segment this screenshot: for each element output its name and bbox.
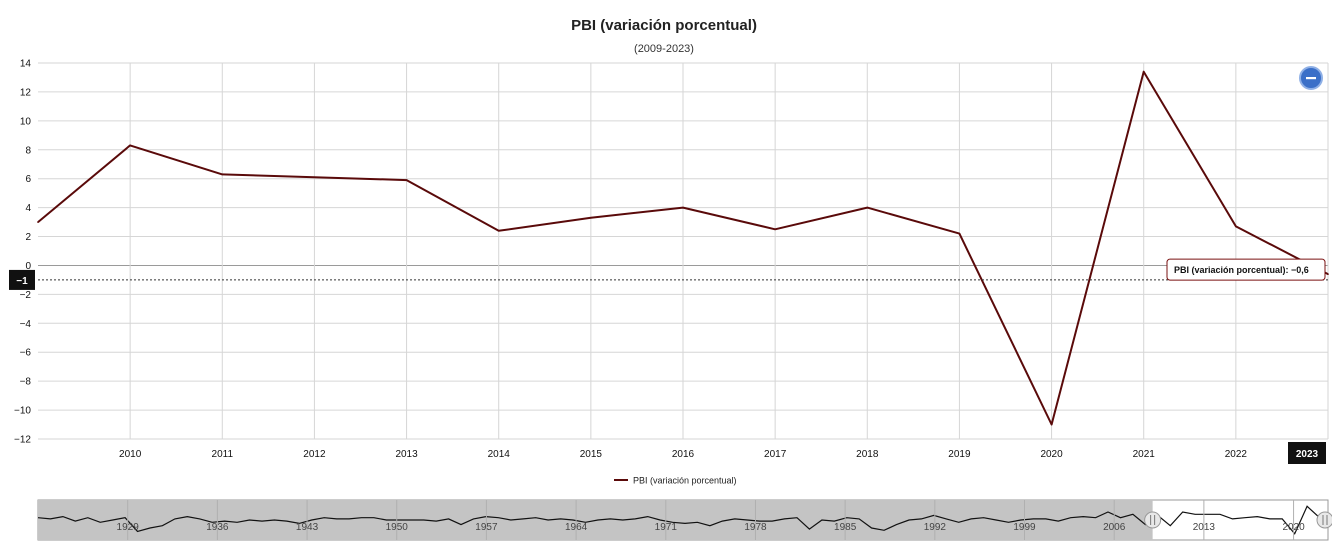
x-tick-label: 2021 [1133, 449, 1156, 460]
data-point [1142, 70, 1145, 73]
x-axis: 2010 2011 2012 2013 2014 2015 2016 2017 2018 2019… [119, 449, 1247, 460]
crosshair-x-label: 2023 [1296, 449, 1319, 460]
navigator-tick-label: 2006 [1103, 522, 1126, 533]
grid [38, 62, 1329, 440]
data-point [37, 221, 39, 223]
crosshair-y-label: −1 [16, 276, 28, 287]
tooltip: PBI (variación porcentual): −0,6 [1166, 258, 1326, 281]
navigator-tick-label: 1936 [206, 522, 229, 533]
minus-circle-icon [1306, 77, 1316, 80]
x-tick-label: 2020 [1040, 449, 1063, 460]
navigator-series [37, 505, 1332, 535]
x-tick-label: 2019 [948, 449, 971, 460]
navigator[interactable]: 1929 1936 1943 1950 1957 1964 1971 1978 1985 1992… [37, 499, 1332, 541]
data-point [405, 179, 408, 181]
navigator-tick-label: 1978 [744, 522, 767, 533]
crosshair-x-badge: 2023 [1288, 442, 1326, 464]
x-tick-label: 2015 [580, 449, 603, 460]
y-tick-label: 4 [25, 203, 31, 214]
data-point [129, 144, 131, 147]
navigator-tick-label: 1957 [475, 522, 498, 533]
y-axis: 14 12 10 8 6 4 2 0 −2 −4 −6 −8 −10 −12 [14, 59, 31, 446]
chart-title: PBI (variación porcentual) [571, 17, 757, 34]
navigator-tick-label: 1985 [834, 522, 857, 533]
y-tick-label: −10 [14, 406, 31, 417]
navigator-tick-label: 1950 [386, 522, 409, 533]
x-tick-label: 2010 [119, 449, 142, 460]
series-layer [37, 70, 1329, 426]
handle-knob [1316, 511, 1332, 529]
zoom-out-button[interactable] [1299, 66, 1323, 90]
data-point [682, 206, 684, 209]
y-tick-label: −6 [20, 348, 32, 359]
y-tick-label: 6 [25, 174, 31, 185]
x-tick-label: 2014 [488, 449, 511, 460]
navigator-tick-label: 1971 [655, 522, 678, 533]
data-point [590, 216, 592, 219]
legend-label: PBI (variación porcentual) [633, 476, 737, 486]
x-tick-label: 2011 [212, 449, 234, 460]
data-point [1327, 273, 1329, 275]
legend[interactable]: PBI (variación porcentual) [614, 476, 737, 486]
data-point [1235, 225, 1237, 228]
navigator-handle-right[interactable] [1316, 511, 1332, 529]
y-tick-label: −8 [20, 377, 32, 388]
y-tick-label: −4 [20, 319, 32, 330]
y-tick-label: 10 [20, 116, 32, 127]
chart-subtitle: (2009-2023) [634, 43, 694, 55]
navigator-tick-label: 1964 [565, 522, 588, 533]
navigator-tick-label: 1929 [117, 522, 140, 533]
y-tick-label: 12 [20, 87, 32, 98]
navigator-tick-label: 2020 [1282, 522, 1305, 533]
y-tick-label: 0 [25, 261, 31, 272]
y-tick-label: 14 [20, 59, 32, 70]
data-point [774, 228, 776, 231]
navigator-tick-label: 1992 [924, 522, 947, 533]
navigator-tick-label: 1943 [296, 522, 319, 533]
navigator-handle-left[interactable] [1144, 511, 1162, 529]
y-tick-label: −12 [14, 435, 31, 446]
data-point [1050, 423, 1053, 426]
y-tick-label: 8 [25, 145, 31, 156]
data-point [958, 232, 961, 235]
y-tick-label: 2 [25, 232, 31, 243]
data-point [866, 206, 869, 209]
y-tick-label: −2 [20, 290, 32, 301]
x-tick-label: 2018 [856, 449, 879, 460]
data-point [221, 173, 224, 176]
x-tick-label: 2016 [672, 449, 695, 460]
crosshair-y-badge: −1 [9, 269, 35, 290]
x-tick-label: 2012 [303, 449, 326, 460]
x-tick-label: 2013 [395, 449, 418, 460]
handle-knob [1144, 511, 1162, 529]
navigator-tick-label: 1999 [1013, 522, 1036, 533]
navigator-tick-label: 2013 [1193, 522, 1216, 533]
tooltip-text: PBI (variación porcentual): −0,6 [1174, 265, 1309, 275]
data-point [313, 176, 316, 179]
x-tick-label: 2017 [764, 449, 787, 460]
data-point [497, 229, 500, 232]
x-tick-label: 2022 [1225, 449, 1248, 460]
